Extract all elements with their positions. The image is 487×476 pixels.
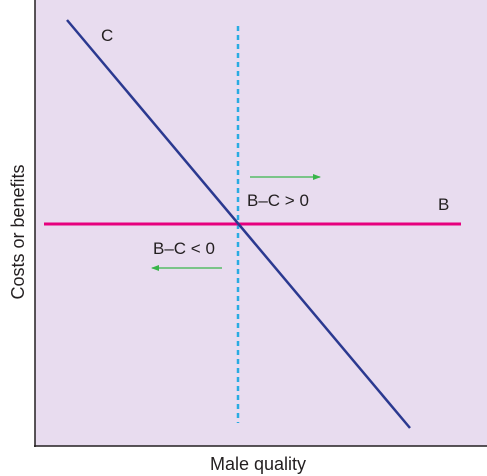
benefit-curve-label: B bbox=[438, 195, 449, 214]
cost-curve-label: C bbox=[101, 26, 113, 45]
y-axis-label: Costs or benefits bbox=[8, 164, 28, 299]
x-axis-label: Male quality bbox=[210, 454, 306, 474]
cost-line bbox=[66, 19, 411, 429]
positive-net-label: B–C > 0 bbox=[247, 191, 309, 210]
negative-net-label: B–C < 0 bbox=[153, 239, 215, 258]
